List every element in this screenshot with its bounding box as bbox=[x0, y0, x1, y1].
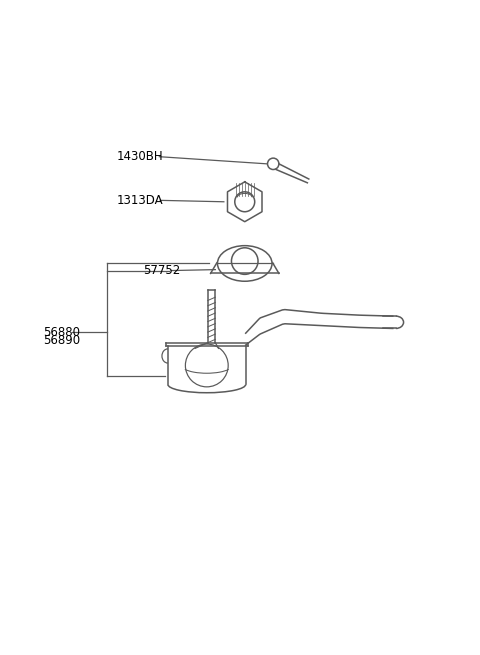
Text: 56880: 56880 bbox=[43, 326, 80, 339]
Text: 1430BH: 1430BH bbox=[117, 150, 163, 163]
Text: 57752: 57752 bbox=[143, 264, 180, 277]
Text: 56890: 56890 bbox=[43, 334, 80, 346]
Text: 1313DA: 1313DA bbox=[117, 194, 163, 207]
